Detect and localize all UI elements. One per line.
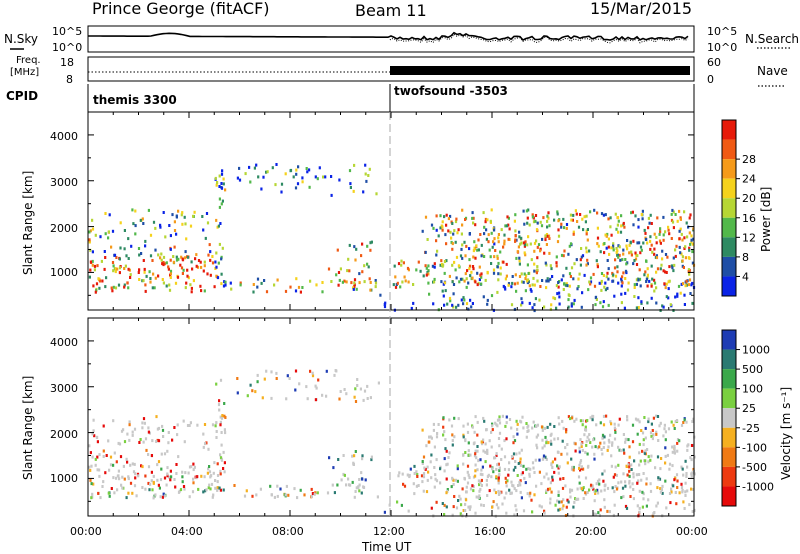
freq-left-tick-bottom: 8: [66, 73, 73, 86]
power-colorbar-tick-0: 4: [742, 270, 749, 283]
power-range-tick-3000: 3000: [50, 176, 78, 189]
velocity-panel: Slant Range [km] 1000 2000 3000 4000: [21, 317, 696, 518]
velocity-colorbar-tick-4: -25: [742, 422, 760, 435]
power-colorbar-tick-4: 20: [742, 192, 756, 205]
power-range-axis-label: Slant Range [km]: [21, 171, 35, 275]
freq-left-tick-top: 18: [60, 56, 74, 69]
power-range-tick-1000: 1000: [50, 266, 78, 279]
cpid-label: CPID: [6, 89, 38, 103]
power-colorbar-label: Power [dB]: [759, 187, 773, 252]
velocity-data: [88, 369, 696, 518]
velocity-range-tick-1000: 1000: [50, 472, 78, 485]
freq-unit-label: [MHz]: [10, 67, 39, 78]
velocity-colorbar-tick-3: 25: [742, 402, 756, 415]
velocity-colorbar: 1000 500 100 25 -25 -100 -500 -1000: [721, 329, 774, 507]
frequency-panel: 18 8 60 0: [60, 56, 721, 86]
date-title: 15/Mar/2015: [590, 0, 692, 18]
nave-right-tick-top: 60: [707, 56, 721, 69]
velocity-colorbar-tick-2: 100: [742, 383, 763, 396]
beam-title: Beam 11: [355, 1, 427, 20]
power-colorbar-tick-3: 16: [742, 212, 756, 225]
cpid-panel: themis 3300 twofsound -3503: [87, 84, 695, 112]
noise-right-tick-bottom: 10^0: [707, 41, 737, 54]
time-axis: 00:00 04:00 08:00 12:00 16:00 20:00 00:0…: [70, 525, 708, 554]
power-data: [88, 163, 696, 313]
nsearch-label: N.Search: [745, 32, 799, 46]
station-title: Prince George (fitACF): [92, 0, 270, 18]
velocity-range-axis-label: Slant Range [km]: [21, 376, 35, 480]
time-tick-6: 00:00: [676, 525, 708, 538]
power-colorbar-tick-5: 24: [742, 173, 756, 186]
time-tick-3: 12:00: [373, 525, 405, 538]
power-colorbar-tick-2: 12: [742, 231, 756, 244]
power-colorbar: 4 8 12 16 20 24 28: [721, 119, 756, 297]
nave-label: Nave: [757, 64, 788, 78]
velocity-range-tick-4000: 4000: [50, 336, 78, 349]
nsky-label: N.Sky: [4, 32, 38, 46]
power-colorbar-tick-6: 28: [742, 153, 756, 166]
time-tick-2: 08:00: [272, 525, 304, 538]
time-tick-4: 16:00: [474, 525, 506, 538]
time-axis-label: Time UT: [361, 540, 412, 554]
noise-left-tick-bottom: 10^0: [52, 41, 82, 54]
noise-right-tick-top: 10^5: [707, 25, 737, 38]
cpid-program-2: twofsound -3503: [394, 84, 508, 98]
noise-left-tick-top: 10^5: [52, 25, 82, 38]
freq-label: Freq.: [16, 55, 41, 66]
velocity-colorbar-tick-6: -500: [742, 461, 767, 474]
power-range-tick-4000: 4000: [50, 130, 78, 143]
power-panel: Slant Range [km] 1000 2000 3000 4000: [21, 111, 696, 313]
cpid-program-1: themis 3300: [93, 93, 177, 107]
velocity-colorbar-label: Velocity [m s⁻¹]: [779, 387, 793, 480]
time-tick-0: 00:00: [70, 525, 102, 538]
velocity-colorbar-tick-5: -100: [742, 441, 767, 454]
time-tick-1: 04:00: [171, 525, 203, 538]
velocity-colorbar-tick-1: 500: [742, 363, 763, 376]
time-tick-5: 20:00: [575, 525, 607, 538]
nave-block: [390, 66, 690, 75]
velocity-range-tick-3000: 3000: [50, 382, 78, 395]
velocity-range-tick-2000: 2000: [50, 428, 78, 441]
velocity-colorbar-tick-0: 1000: [742, 344, 770, 357]
power-range-tick-2000: 2000: [50, 222, 78, 235]
noise-panel: 10^5 10^0 10^5 10^0: [52, 25, 737, 54]
velocity-colorbar-tick-7: -1000: [742, 480, 774, 493]
nave-right-tick-bottom: 0: [707, 73, 714, 86]
power-colorbar-tick-1: 8: [742, 251, 749, 264]
nsky-trace: [88, 31, 689, 41]
